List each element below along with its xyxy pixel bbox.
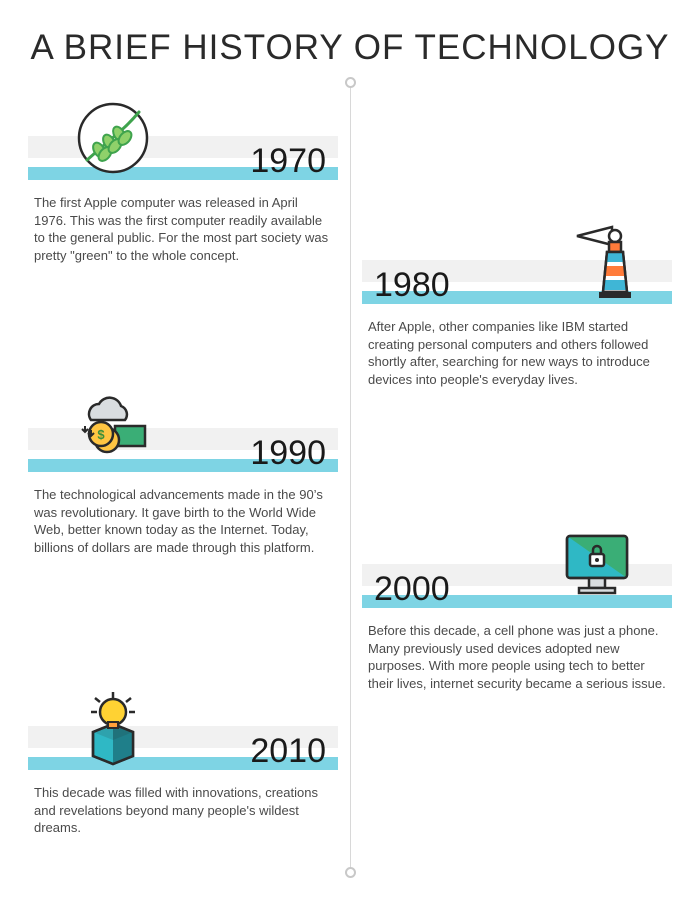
year-label: 1970 [250, 144, 326, 180]
bulb-box-icon [68, 686, 158, 770]
timeline-entry-2000: 2000Before this decade, a cell phone was… [362, 524, 672, 692]
timeline-entry-1990: 1990The technological advancements made … [28, 388, 338, 556]
entry-header: 2000 [362, 524, 672, 608]
entry-header: 1970 [28, 96, 338, 180]
year-label: 2000 [374, 572, 450, 608]
entry-text: The first Apple computer was released in… [28, 180, 338, 264]
entry-text: The technological advancements made in t… [28, 472, 338, 556]
timeline-entry-1980: 1980After Apple, other companies like IB… [362, 220, 672, 388]
cloud-money-icon [68, 388, 158, 472]
year-label: 1980 [374, 268, 450, 304]
spine-dot-bottom [345, 867, 356, 878]
timeline-entry-2010: 2010This decade was filled with innovati… [28, 686, 338, 837]
entry-header: 1990 [28, 388, 338, 472]
timeline-entry-1970: 1970The first Apple computer was release… [28, 96, 338, 264]
year-label: 1990 [250, 436, 326, 472]
branch-icon [68, 96, 158, 180]
entry-header: 1980 [362, 220, 672, 304]
entry-text: Before this decade, a cell phone was jus… [362, 608, 672, 692]
monitor-lock-icon [552, 524, 642, 608]
lighthouse-icon [552, 220, 642, 304]
entry-header: 2010 [28, 686, 338, 770]
entry-text: After Apple, other companies like IBM st… [362, 304, 672, 388]
entry-text: This decade was filled with innovations,… [28, 770, 338, 837]
page-title: A BRIEF HISTORY OF TECHNOLOGY [0, 0, 700, 76]
year-label: 2010 [250, 734, 326, 770]
spine-dot-top [345, 77, 356, 88]
timeline-spine [350, 82, 351, 872]
